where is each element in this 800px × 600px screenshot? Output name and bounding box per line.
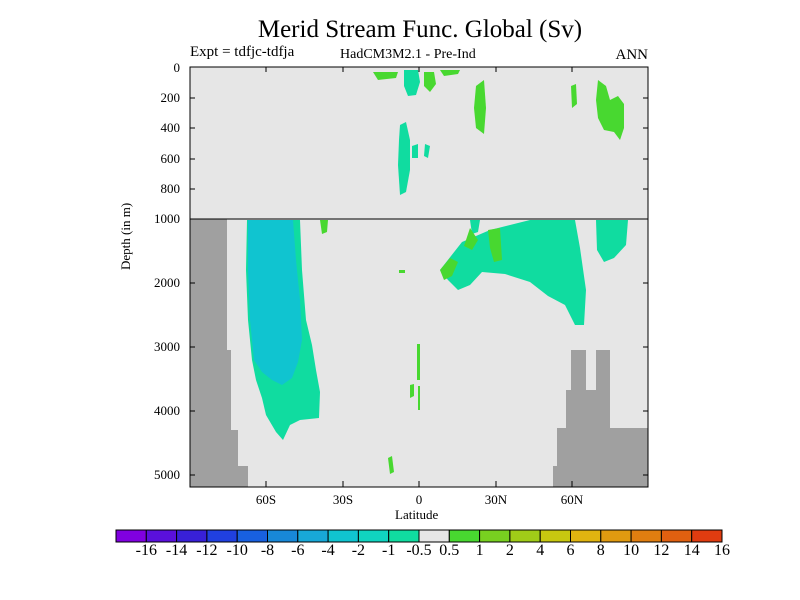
colorbar-label: -1 <box>382 542 396 559</box>
colorbar-label: 14 <box>683 542 700 559</box>
x-tick-label: 30S <box>332 492 354 507</box>
colorbar-swatch <box>600 529 632 543</box>
y-tick-label: 0 <box>173 60 181 75</box>
y-tick-label: 5000 <box>154 467 180 482</box>
colorbar-swatch <box>267 529 299 543</box>
colorbar-label: 6 <box>566 542 575 559</box>
y-tick-label: 400 <box>160 120 181 135</box>
land-mask-south <box>190 219 248 487</box>
colorbar-label: -4 <box>321 542 335 559</box>
y-tick-label: 4000 <box>154 403 180 418</box>
colorbar-swatch <box>539 529 572 543</box>
colorbar <box>115 529 723 543</box>
colorbar-swatch <box>297 529 329 543</box>
colorbar-swatch <box>630 529 662 543</box>
colorbar-swatch <box>145 529 178 543</box>
tropical-upper-cell <box>398 70 430 195</box>
colorbar-label: 10 <box>623 542 640 559</box>
x-tick-label: 30N <box>484 492 508 507</box>
y-ticks-lower <box>190 282 648 476</box>
x-tick-label: 0 <box>415 492 423 507</box>
colorbar-label: -12 <box>196 542 218 559</box>
colorbar-label: 1 <box>475 542 484 559</box>
colorbar-swatch <box>570 529 602 543</box>
chart-title: Merid Stream Func. Global (Sv) <box>257 16 583 43</box>
colorbar-swatch <box>176 529 208 543</box>
colorbar-label: -16 <box>135 542 157 559</box>
x-axis-label: Latitude <box>395 507 439 522</box>
northern-positive-patches <box>440 228 502 280</box>
colorbar-label: 16 <box>714 542 730 559</box>
land-mask-north <box>553 350 648 487</box>
colorbar-label: -2 <box>351 542 366 559</box>
colorbar-label: -14 <box>165 542 188 559</box>
colorbar-label: -0.5 <box>406 542 432 559</box>
southern-cell <box>246 220 320 440</box>
colorbar-label: 4 <box>536 542 545 559</box>
upper-positive-patches <box>320 70 624 474</box>
y-axis-label: Depth (in m) <box>118 202 133 270</box>
model-label: HadCM3M2.1 - Pre-Ind <box>340 47 476 62</box>
y-ticks-upper <box>190 97 648 190</box>
colorbar-label: 8 <box>596 542 605 559</box>
colorbar-swatch <box>327 529 359 543</box>
colorbar-label: 12 <box>653 542 670 559</box>
colorbar-swatch <box>509 529 541 543</box>
colorbar-swatch <box>388 529 420 543</box>
x-ticks <box>265 67 573 487</box>
y-tick-label: 3000 <box>154 339 180 354</box>
y-tick-label: 200 <box>160 90 181 105</box>
colorbar-label: -8 <box>260 542 275 559</box>
x-tick-label: 60N <box>560 492 584 507</box>
colorbar-swatch <box>236 529 268 543</box>
season-label: ANN <box>615 47 649 63</box>
y-tick-label: 1000 <box>154 211 180 226</box>
colorbar-label: 0.5 <box>439 542 460 559</box>
colorbar-swatch <box>660 529 693 543</box>
southern-cell-inner <box>248 220 302 385</box>
colorbar-label: -6 <box>291 542 305 559</box>
experiment-label: Expt = tdfjc-tdfja <box>190 44 295 60</box>
y-tick-label: 2000 <box>154 275 180 290</box>
y-tick-label: 800 <box>160 181 181 196</box>
y-tick-label: 600 <box>160 151 181 166</box>
colorbar-swatch <box>418 529 450 543</box>
x-tick-label: 60S <box>255 492 277 507</box>
northern-deep-cell <box>440 220 628 325</box>
colorbar-swatch <box>115 529 147 543</box>
colorbar-label: 2 <box>505 542 514 559</box>
colorbar-swatch <box>448 529 481 543</box>
colorbar-swatch <box>206 529 238 543</box>
colorbar-swatch <box>691 529 723 543</box>
colorbar-swatch <box>479 529 511 543</box>
colorbar-swatch <box>357 529 390 543</box>
colorbar-label: -10 <box>226 542 248 559</box>
